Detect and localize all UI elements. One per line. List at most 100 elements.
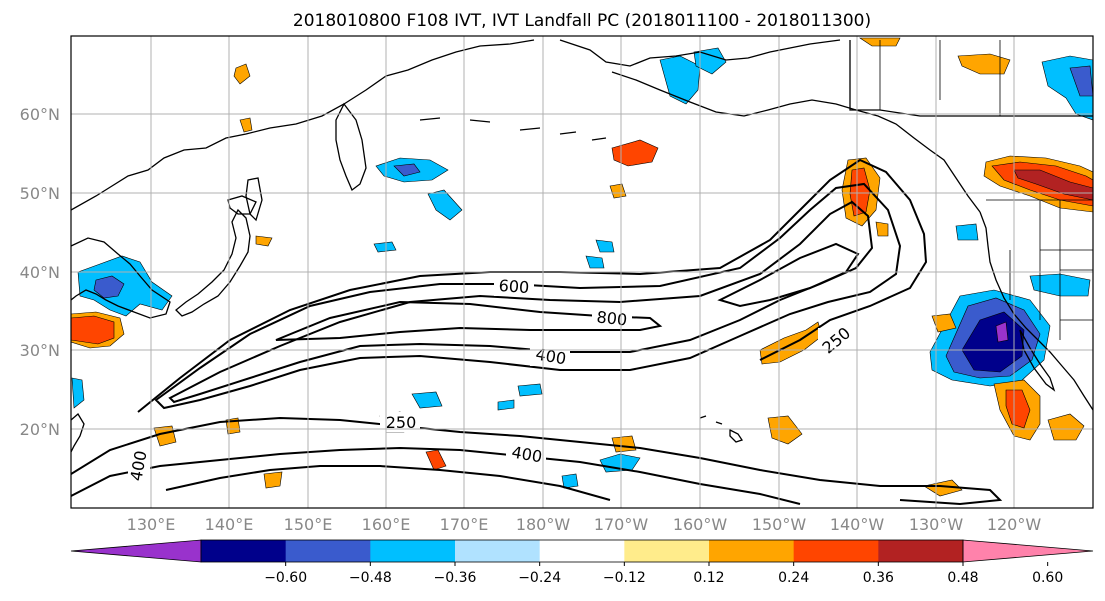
positive-anomaly-region: [425, 449, 447, 471]
ivt-contour-lower-250: [71, 416, 1003, 506]
contour-label-bg: [506, 444, 546, 464]
lon-label: 150°E: [284, 515, 333, 534]
negative-anomaly-region: [393, 163, 421, 177]
asia-coastline: [71, 39, 535, 211]
positive-anomaly-region: [71, 315, 115, 345]
contour-label-250-lower: 250: [386, 413, 417, 432]
colorbar-swatch: [201, 540, 287, 562]
lon-label: 180°W: [516, 515, 571, 534]
borders: [879, 40, 1093, 340]
contour-label-bg: [128, 452, 150, 486]
negative-anomaly-region: [517, 383, 543, 397]
negative-anomaly-region: [955, 223, 979, 241]
colorbar-frame: [200, 539, 964, 563]
lat-label: 30°N: [20, 341, 60, 360]
colorbar-swatch: [624, 540, 710, 562]
colorbar-tick-label: 0.24: [778, 570, 809, 586]
lon-label: 160°E: [362, 515, 411, 534]
lon-label: 130°W: [909, 515, 964, 534]
negative-anomaly-region: [995, 321, 1009, 343]
positive-anomaly-region: [875, 221, 889, 237]
hawaii-islands: [699, 415, 744, 443]
positive-anomaly-region: [611, 435, 637, 453]
positive-anomaly-region: [767, 415, 803, 445]
lon-label: 120°W: [987, 515, 1042, 534]
ivt-contour-800: [275, 300, 663, 341]
colorbar: −0.60 −0.48 −0.36 −0.24 −0.12 0.12 0.24 0.36 0.4…: [70, 539, 1094, 586]
aleutian-islands: [419, 117, 607, 141]
positive-anomaly-region: [1047, 413, 1085, 441]
negative-anomaly-region: [659, 55, 701, 105]
lat-label: 60°N: [20, 105, 60, 124]
lon-label: 170°E: [440, 515, 489, 534]
lon-label: 150°W: [752, 515, 807, 534]
ivt-contour-800b: [717, 242, 860, 308]
alaska-peninsula-coastline: [611, 71, 981, 213]
ivt-contour-250: [137, 158, 928, 413]
ivt-contour-600: [168, 200, 874, 404]
negative-anomaly-region: [693, 47, 727, 75]
colorbar-tick-label: −0.60: [264, 570, 307, 586]
north-america-coastline: [979, 211, 1093, 411]
contour-label-bg: [380, 412, 420, 432]
positive-anomaly-region: [611, 139, 659, 167]
lon-label: 170°W: [594, 515, 649, 534]
colorbar-tick-label: 0.36: [863, 570, 894, 586]
lat-label: 40°N: [20, 263, 60, 282]
baja-coastline: [1019, 329, 1056, 392]
positive-anomaly-region: [1005, 389, 1031, 429]
ivt-contour-lower-400: [71, 446, 801, 505]
colorbar-swatch: [455, 540, 541, 562]
colorbar-tick-label: −0.24: [518, 570, 561, 586]
contour-label-bg: [494, 276, 534, 296]
longitude-labels: 130°E 140°E 150°E 160°E 170°E 180°W 170°…: [127, 515, 1042, 534]
negative-anomaly-region: [93, 275, 125, 299]
negative-anomaly-region: [373, 241, 397, 253]
negative-anomaly-region: [497, 399, 515, 411]
negative-anomaly-region: [595, 239, 615, 253]
canada-province-borders: [879, 40, 1001, 116]
sakhalin-coastline: [245, 177, 263, 222]
gridlines: [71, 36, 1093, 508]
colorbar-tick-label: −0.12: [603, 570, 646, 586]
negative-anomaly-region: [427, 189, 463, 221]
japan-coastline: [175, 208, 251, 317]
contour-label-600: 600: [498, 276, 530, 297]
lat-label: 50°N: [20, 184, 60, 203]
ivt-contour-400: [154, 182, 902, 410]
philippines-coastline: [71, 413, 85, 453]
colorbar-tick-label: 0.12: [693, 570, 724, 586]
colorbar-swatch: [709, 540, 795, 562]
lon-label: 160°W: [673, 515, 728, 534]
lon-label: 140°W: [830, 515, 885, 534]
figure-title: 2018010800 F108 IVT, IVT Landfall PC (20…: [293, 11, 871, 31]
negative-anomaly-region: [71, 377, 85, 409]
positive-anomaly-region: [957, 53, 1011, 75]
ivt-contours: [71, 158, 1003, 506]
positive-anomaly-region: [923, 479, 963, 497]
negative-anomaly-region: [585, 255, 605, 269]
colorbar-tick-label: 0.60: [1032, 570, 1063, 586]
lat-label: 20°N: [20, 420, 60, 439]
kamchatka-coastline: [335, 102, 367, 192]
ivt-contour-lower-400b: [165, 465, 611, 501]
negative-anomaly-region: [1069, 65, 1093, 97]
korea-coastline: [71, 237, 171, 319]
map-frame: [70, 35, 1094, 509]
negative-anomaly-region: [561, 473, 579, 489]
positive-anomaly-region: [233, 63, 251, 85]
hokkaido-coastline: [227, 195, 257, 215]
colorbar-swatch: [539, 540, 625, 562]
colorbar-swatch: [878, 540, 964, 562]
colorbar-tick-label: −0.48: [349, 570, 392, 586]
colorbar-swatch: [793, 540, 879, 562]
colorbar-swatch: [370, 540, 456, 562]
map-content: 600 800 400 250 250 400 400: [71, 36, 1093, 508]
positive-anomaly-region: [255, 235, 273, 247]
colorbar-extend-min: [70, 539, 202, 563]
positive-anomaly-region: [263, 471, 283, 489]
lon-label: 140°E: [205, 515, 254, 534]
lon-label: 130°E: [127, 515, 176, 534]
canada-coastline: [849, 40, 1093, 117]
